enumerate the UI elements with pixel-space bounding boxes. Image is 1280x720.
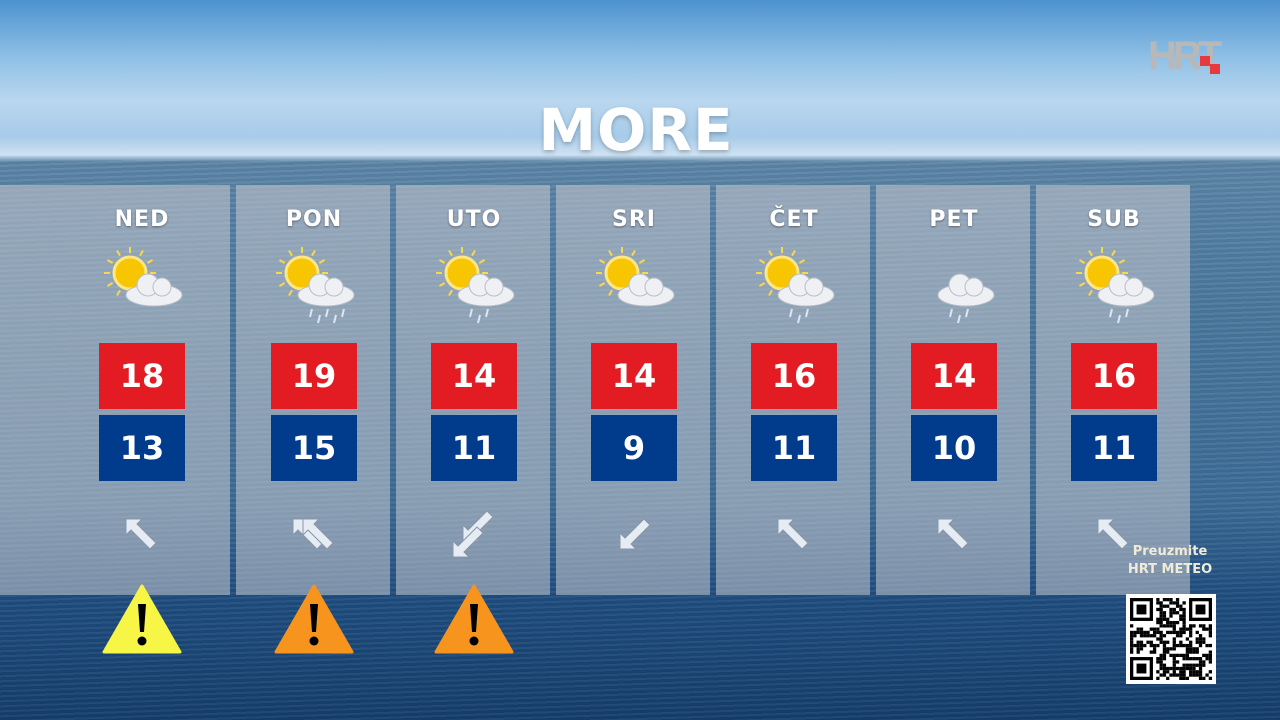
- min-temperature: 13: [99, 415, 185, 481]
- warning-yellow-icon: [102, 584, 182, 654]
- max-temperature: 18: [99, 343, 185, 409]
- min-temperature: 15: [271, 415, 357, 481]
- hrt-logo: HRT: [1148, 36, 1224, 74]
- wind-arrow-nw-icon: [924, 505, 984, 565]
- warning-orange-icon: [274, 584, 354, 654]
- app-promo: Preuzmite HRT METEO: [1110, 543, 1230, 579]
- wind-arrow-sw-icon: [444, 505, 504, 565]
- max-temperature: 19: [271, 343, 357, 409]
- wind-arrow-sw-icon: [604, 505, 664, 565]
- sun-behind-cloud-icon: [584, 245, 684, 330]
- wind-arrow-nw-icon: [112, 505, 172, 565]
- wind-arrow-nw-icon: [1084, 505, 1144, 565]
- wind-arrow-nw-icon: [764, 505, 824, 565]
- day-label: SUB: [1087, 207, 1141, 232]
- promo-line-1: Preuzmite: [1132, 544, 1208, 559]
- day-label: UTO: [446, 207, 502, 232]
- min-temperature: 10: [911, 415, 997, 481]
- max-temperature: 14: [591, 343, 677, 409]
- wind-arrow-nw-icon: [284, 505, 344, 565]
- day-label: SRI: [612, 207, 656, 232]
- sun-cloud-light-rain-icon: [424, 245, 524, 330]
- min-temperature: 11: [751, 415, 837, 481]
- max-temperature: 16: [751, 343, 837, 409]
- min-temperature: 9: [591, 415, 677, 481]
- day-label: NED: [114, 207, 170, 232]
- promo-line-2: HRT METEO: [1127, 562, 1213, 577]
- day-label: PET: [929, 207, 979, 232]
- warning-orange-icon: [434, 584, 514, 654]
- page-title: MORE: [538, 96, 734, 164]
- min-temperature: 11: [1071, 415, 1157, 481]
- sun-cloud-light-rain-icon: [744, 245, 844, 330]
- sun-cloud-rain-icon: [264, 245, 364, 330]
- max-temperature: 14: [431, 343, 517, 409]
- sun-behind-cloud-icon: [92, 245, 192, 330]
- sun-cloud-light-rain-icon: [1064, 245, 1164, 330]
- qr-code[interactable]: [1126, 594, 1216, 684]
- day-label: ČET: [769, 207, 819, 232]
- min-temperature: 11: [431, 415, 517, 481]
- max-temperature: 14: [911, 343, 997, 409]
- cloud-light-rain-icon: [904, 245, 1004, 330]
- max-temperature: 16: [1071, 343, 1157, 409]
- day-label: PON: [285, 207, 343, 232]
